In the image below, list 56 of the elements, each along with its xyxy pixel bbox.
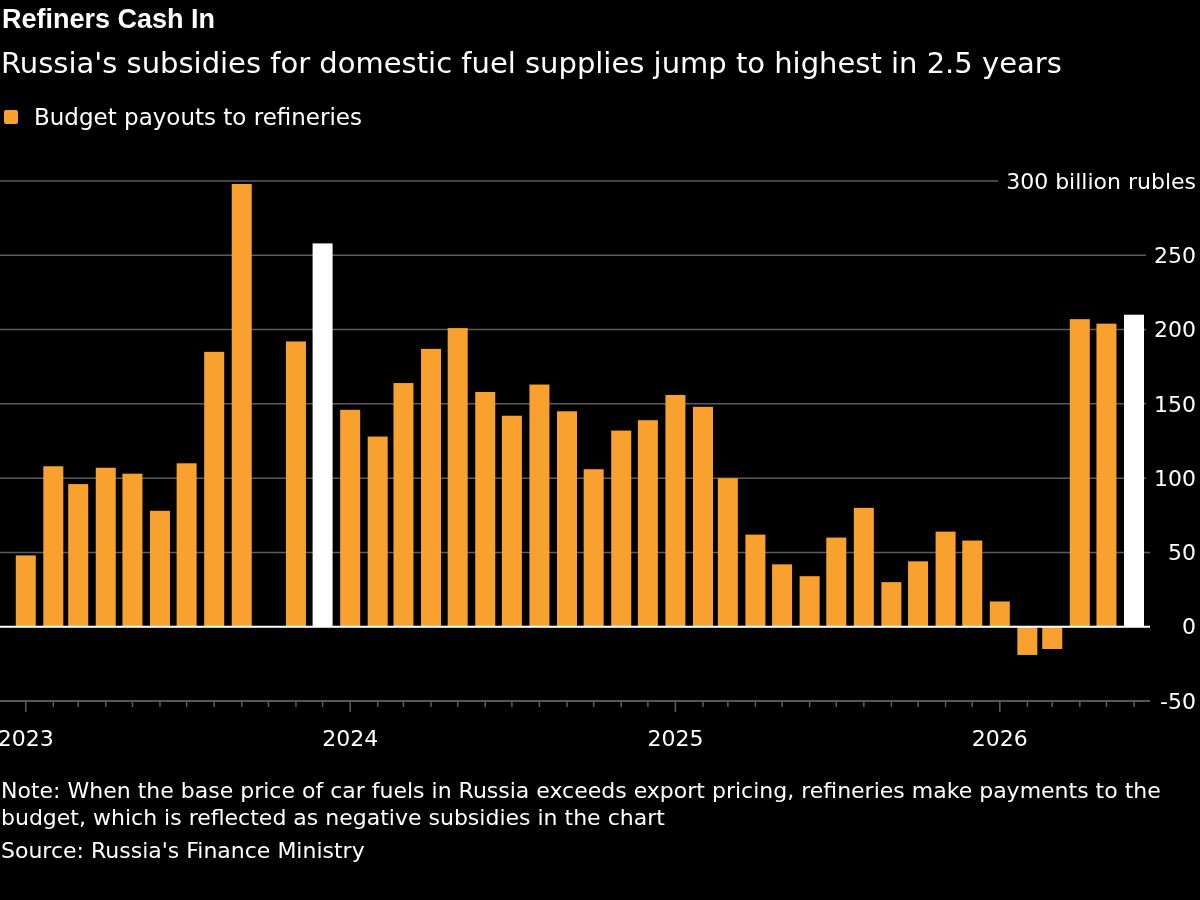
bar bbox=[95, 467, 116, 627]
x-tick-label: 2023 bbox=[0, 726, 54, 751]
bar bbox=[447, 328, 468, 627]
bar bbox=[176, 463, 197, 627]
bar bbox=[935, 531, 956, 627]
bar bbox=[340, 409, 361, 627]
source-note: Source: Russia's Finance Ministry bbox=[1, 838, 365, 863]
y-tick-label: 250 bbox=[1154, 242, 1196, 268]
y-tick-label: 200 bbox=[1154, 317, 1196, 343]
bar bbox=[1096, 323, 1117, 627]
bar bbox=[393, 383, 414, 627]
bar bbox=[908, 561, 929, 627]
bar bbox=[799, 576, 820, 627]
bar bbox=[826, 537, 847, 627]
y-tick-label: 0 bbox=[1182, 614, 1196, 640]
chart-title: Refiners Cash In bbox=[2, 4, 216, 34]
bar bbox=[989, 601, 1010, 627]
bar bbox=[149, 510, 170, 627]
legend-label: Budget payouts to refineries bbox=[34, 104, 362, 130]
bar bbox=[421, 348, 442, 627]
bar bbox=[665, 394, 686, 627]
x-tick-label: 2025 bbox=[647, 726, 704, 751]
bar bbox=[772, 564, 793, 627]
bar bbox=[557, 411, 577, 627]
bar bbox=[1042, 626, 1063, 649]
y-tick-label: 150 bbox=[1154, 391, 1196, 417]
bar bbox=[717, 478, 738, 627]
bar bbox=[501, 415, 522, 627]
bar bbox=[1069, 319, 1090, 627]
bar bbox=[529, 384, 550, 627]
chart-subtitle: Russia's subsidies for domestic fuel supplies jump to highest in 2.5 years bbox=[1, 46, 1062, 80]
y-tick-label: 300 billion rubles bbox=[1006, 168, 1196, 194]
bar bbox=[962, 540, 983, 627]
y-tick-label: -50 bbox=[1160, 688, 1196, 714]
bar bbox=[285, 341, 306, 627]
bar bbox=[231, 183, 252, 627]
text: Note: When the base price of car fuels in Russia exceeds export pricing, refineries make payments to the budget, which is reflected as negative subsidies in the chart bbox=[1, 778, 1161, 830]
bar bbox=[637, 420, 658, 627]
bar bbox=[745, 534, 766, 627]
bar bbox=[204, 351, 225, 627]
y-tick-label: 100 bbox=[1154, 465, 1196, 491]
bar bbox=[583, 469, 604, 627]
bar bbox=[1017, 626, 1038, 655]
bar bbox=[68, 484, 89, 627]
bar bbox=[122, 473, 143, 627]
bar bbox=[475, 391, 496, 627]
bar bbox=[15, 555, 36, 627]
x-tick-label: 2026 bbox=[971, 726, 1028, 751]
bar bbox=[881, 582, 902, 627]
bar bbox=[367, 436, 388, 627]
bar bbox=[611, 430, 632, 627]
bar bbox=[43, 466, 64, 627]
x-tick-label: 2024 bbox=[322, 726, 379, 751]
bar bbox=[853, 507, 874, 627]
y-tick-label: 50 bbox=[1168, 540, 1196, 566]
bar bbox=[692, 406, 713, 627]
